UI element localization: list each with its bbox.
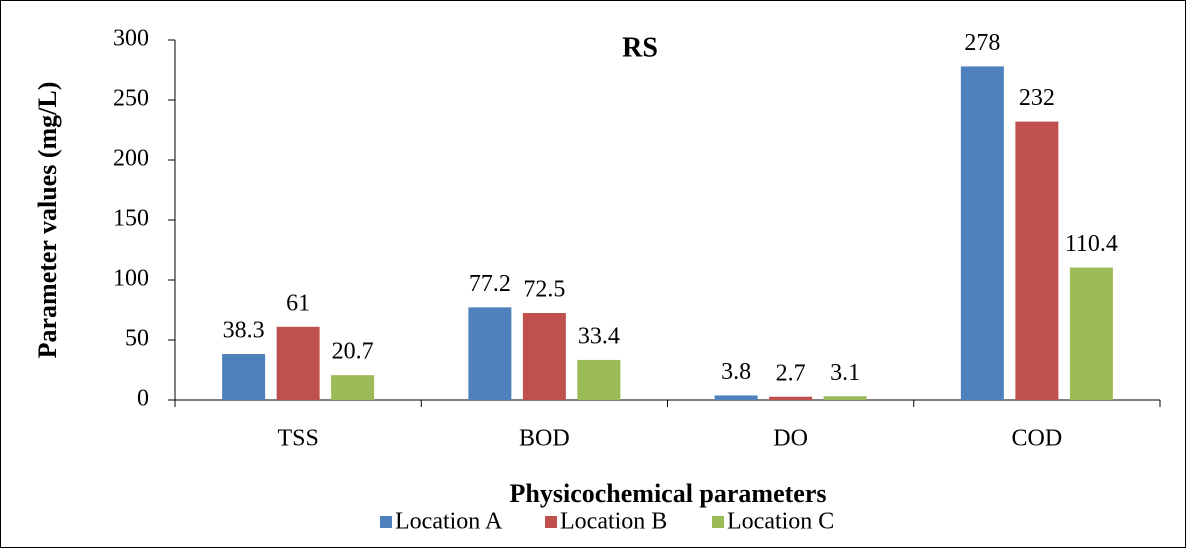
y-axis-label: Parameter values (mg/L) (33, 82, 62, 359)
data-label: 278 (964, 30, 1000, 56)
x-tick-label: DO (773, 426, 808, 452)
x-tick-label: COD (1012, 426, 1063, 452)
bar (714, 395, 758, 400)
y-tick-label: 0 (137, 386, 149, 412)
x-axis-label: Physicochemical parameters (510, 479, 827, 508)
legend-label: Location B (560, 509, 667, 535)
data-label: 232 (1019, 85, 1055, 111)
x-tick-label: TSS (277, 426, 318, 452)
data-label: 20.7 (332, 339, 374, 365)
legend-swatch (712, 516, 724, 528)
bar (522, 313, 566, 400)
data-label: 38.3 (223, 318, 265, 344)
chart-title: RS (622, 32, 658, 63)
y-tick-label: 250 (113, 86, 149, 112)
y-tick-label: 100 (113, 266, 149, 292)
bar (1069, 267, 1113, 400)
bar (331, 375, 375, 400)
legend-label: Location C (727, 509, 834, 535)
bar (1015, 121, 1059, 400)
legend-swatch (545, 516, 557, 528)
y-tick-label: 300 (113, 26, 149, 52)
bar (577, 359, 621, 400)
bar (960, 66, 1004, 401)
bar (823, 396, 867, 400)
data-label: 3.8 (721, 359, 751, 385)
y-tick-label: 200 (113, 146, 149, 172)
data-label: 33.4 (578, 323, 620, 349)
legend-swatch (380, 516, 392, 528)
data-label: 61 (286, 290, 310, 316)
data-label: 110.4 (1065, 231, 1118, 257)
bar (276, 326, 320, 400)
data-label: 3.1 (830, 360, 860, 386)
bar (468, 307, 512, 400)
data-label: 77.2 (469, 271, 511, 297)
data-label: 72.5 (523, 277, 565, 303)
bar (769, 396, 813, 400)
x-tick-label: BOD (519, 426, 570, 452)
y-tick-label: 50 (125, 326, 149, 352)
bar (222, 354, 266, 400)
data-label: 2.7 (776, 360, 806, 386)
legend-label: Location A (395, 509, 503, 535)
y-tick-label: 150 (113, 206, 149, 232)
